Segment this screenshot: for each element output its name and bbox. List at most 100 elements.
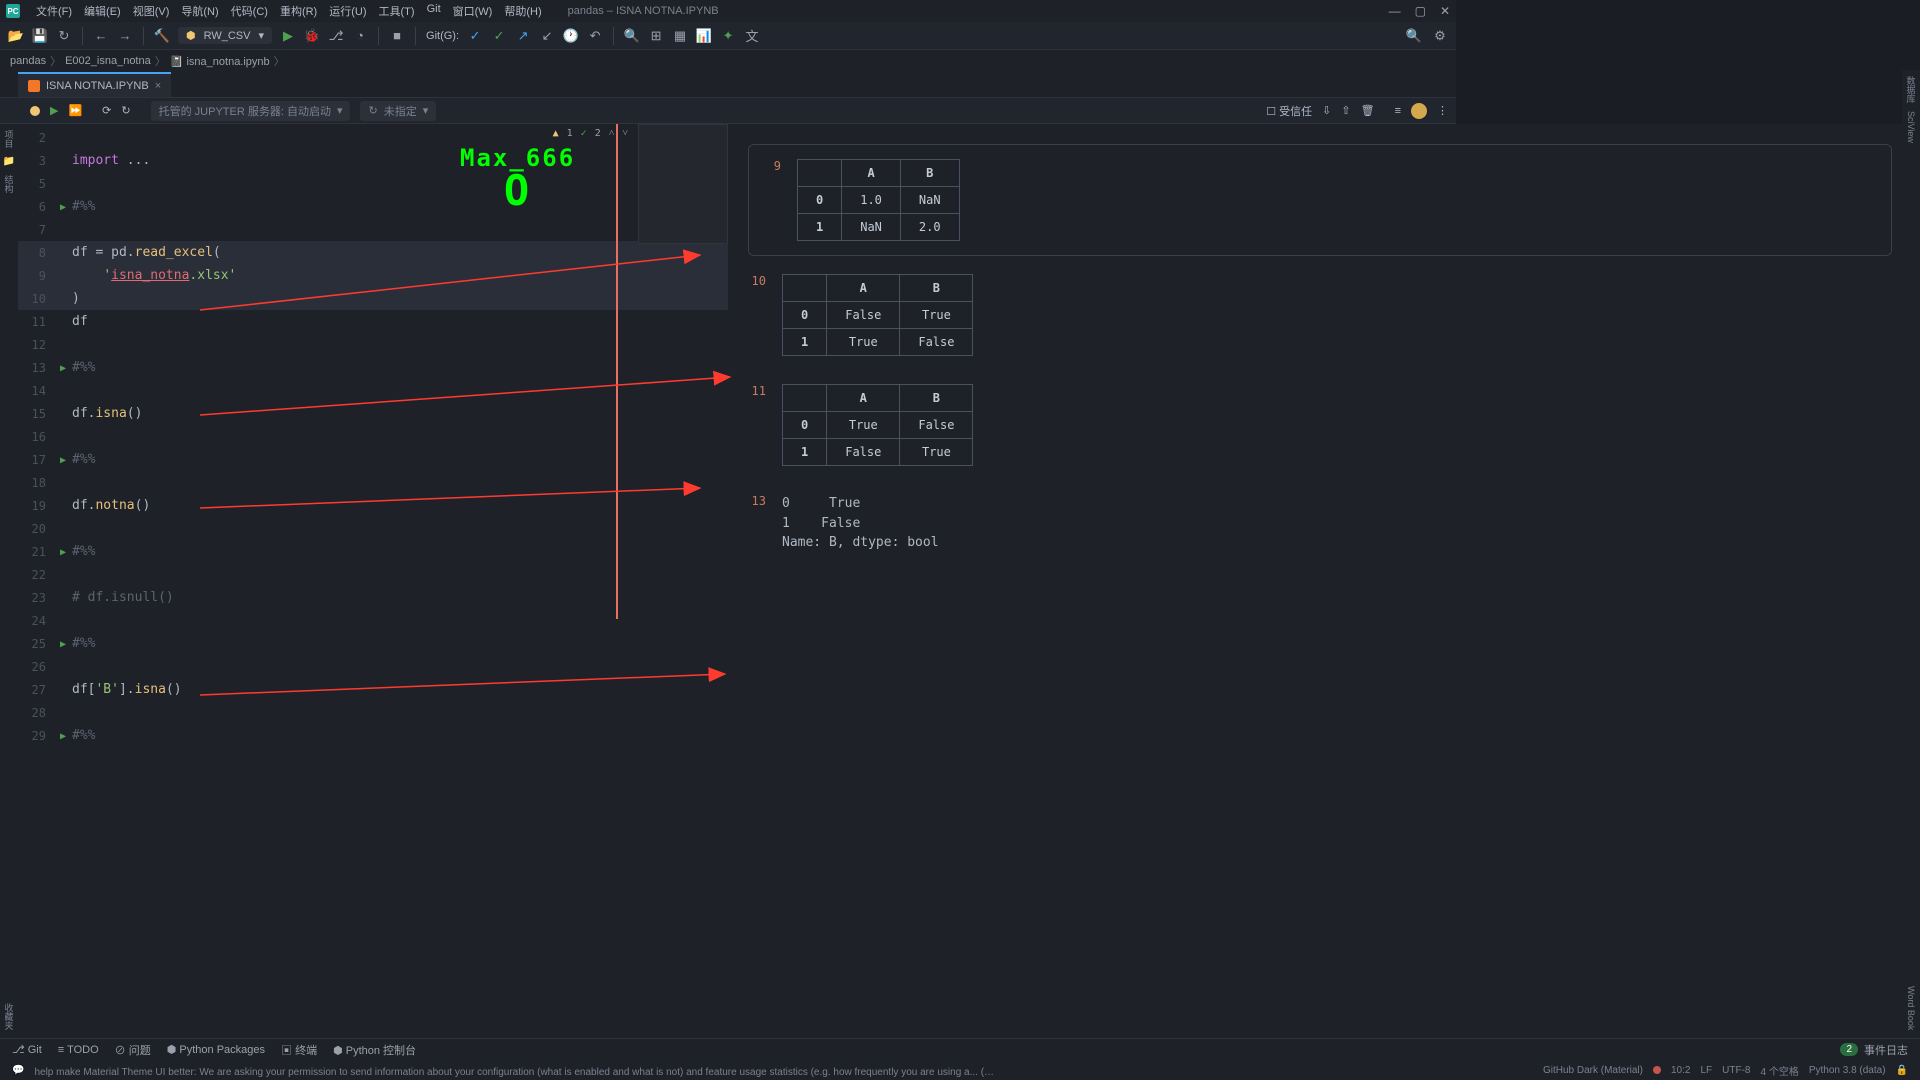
stop-icon[interactable]: ■ [389,28,405,44]
code-editor[interactable]: ▲1 ✓2 ˄ ˅ Max_666 O 2 3 import ... 5 6 ▶… [18,124,728,1038]
right-tool-rail[interactable]: 数据库 SciView Word Book [1902,70,1920,1038]
events-log[interactable]: 事件日志 [1864,1042,1908,1058]
theme-name[interactable]: GitHub Dark (Material) [1543,1065,1643,1076]
code-line[interactable]: 18 [18,471,728,494]
translate-icon[interactable]: 文 [744,28,760,44]
window-controls[interactable]: — ▢ ✕ [1389,4,1450,18]
open-icon[interactable]: 📂 [8,28,24,44]
plugin-icon[interactable]: ✦ [720,28,736,44]
code-line[interactable]: 16 [18,425,728,448]
code-line[interactable]: 24 [18,609,728,632]
favorites-tool[interactable]: 收藏夹 [3,1003,16,1030]
back-icon[interactable]: ← [93,28,109,44]
restart-icon[interactable]: ↻ [121,104,130,117]
code-line[interactable]: 5 [18,172,728,195]
search-icon[interactable]: 🔍 [624,28,640,44]
menu-item[interactable]: 帮助(H) [500,1,545,21]
interrupt-icon[interactable]: ⟳ [102,104,111,117]
line-separator[interactable]: LF [1700,1065,1712,1076]
tab-close-icon[interactable]: × [155,80,161,92]
run-config-dropdown[interactable]: ⬢ RW_CSV ▾ [178,27,272,44]
menu-item[interactable]: 编辑(E) [80,1,125,21]
jupyter-server-dropdown[interactable]: 托管的 JUPYTER 服务器: 自动启动 ▾ [151,101,351,121]
code-line[interactable]: 8 df = pd.read_excel( [18,241,728,264]
menu-item[interactable]: 工具(T) [375,1,419,21]
chevron-up-icon[interactable]: ˄ [609,128,615,139]
structure-tool[interactable]: 结构 [3,175,16,193]
breadcrumb-item[interactable]: pandas [10,55,46,67]
code-line[interactable]: 10 ) [18,287,728,310]
git-update-icon[interactable]: ✓ [467,28,483,44]
git-history-icon[interactable]: ↙ [539,28,555,44]
code-line[interactable]: 13 ▶ #%% [18,356,728,379]
folder-icon[interactable]: 📁 [3,156,15,167]
structure-icon[interactable]: ⊞ [648,28,664,44]
notification-icon[interactable]: 💬 [12,1065,24,1076]
code-line[interactable]: 15 df.isna() [18,402,728,425]
hammer-icon[interactable]: 🔨 [154,28,170,44]
run-gutter-icon[interactable]: ▶ [60,639,66,650]
database-tool[interactable]: 数据库 [1905,76,1918,103]
wordbook-tool[interactable]: Word Book [1906,986,1916,1030]
forward-icon[interactable]: → [117,28,133,44]
trust-checkbox[interactable]: ☐ 受信任 [1266,103,1312,119]
code-line[interactable]: 14 [18,379,728,402]
avatar-icon[interactable] [1411,103,1427,119]
menu-item[interactable]: 窗口(W) [449,1,497,21]
code-line[interactable]: 28 [18,701,728,724]
git-commit-icon[interactable]: ✓ [491,28,507,44]
rollback-icon[interactable]: ↶ [587,28,603,44]
code-line[interactable]: 22 [18,563,728,586]
minimap[interactable] [638,124,728,244]
menu-item[interactable]: 代码(C) [227,1,272,21]
run-cell-icon[interactable]: ▶ [50,104,58,117]
save-icon[interactable]: 💾 [32,28,48,44]
code-line[interactable]: 25 ▶ #%% [18,632,728,655]
code-line[interactable]: 11 df [18,310,728,333]
code-line[interactable]: 9 'isna_notna.xlsx' [18,264,728,287]
code-line[interactable]: 27 df['B'].isna() [18,678,728,701]
menu-item[interactable]: 视图(V) [129,1,174,21]
run-gutter-icon[interactable]: ▶ [60,202,66,213]
maximize-icon[interactable]: ▢ [1415,4,1426,18]
database-icon[interactable]: ▦ [672,28,688,44]
debug-icon[interactable]: 🐞 [304,28,320,44]
sciview-tool[interactable]: SciView [1906,111,1916,143]
git-push-icon[interactable]: ↗ [515,28,531,44]
upload-icon[interactable]: ⇧ [1341,104,1350,117]
breadcrumb-item[interactable]: 📓 isna_notna.ipynb [170,55,270,68]
packages-tool[interactable]: ⬢ Python Packages [167,1043,265,1056]
sciview-icon[interactable]: 📊 [696,28,712,44]
close-icon[interactable]: ✕ [1440,4,1450,18]
indent[interactable]: 4 个空格 [1760,1063,1798,1078]
code-line[interactable]: 19 df.notna() [18,494,728,517]
download-icon[interactable]: ⇩ [1322,104,1331,117]
menu-item[interactable]: Git [423,1,445,21]
run-all-icon[interactable]: ⏩ [68,104,82,117]
code-line[interactable]: 17 ▶ #%% [18,448,728,471]
menu-item[interactable]: 运行(U) [325,1,370,21]
code-line[interactable]: 21 ▶ #%% [18,540,728,563]
code-line[interactable]: 12 [18,333,728,356]
settings-icon[interactable]: ⚙ [1432,28,1448,44]
terminal-tool[interactable]: ▣ 终端 [281,1042,317,1058]
profile-icon[interactable]: ◔ [352,28,368,44]
main-menu[interactable]: 文件(F)编辑(E)视图(V)导航(N)代码(C)重构(R)运行(U)工具(T)… [32,1,546,21]
kernel-dropdown[interactable]: ↻ 未指定 ▾ [360,101,436,121]
menu-item[interactable]: 文件(F) [32,1,76,21]
refresh-icon[interactable]: ↻ [56,28,72,44]
find-icon[interactable]: 🔍 [1406,28,1422,44]
menu-item[interactable]: 导航(N) [177,1,222,21]
git-tool[interactable]: ⎇ Git [12,1043,42,1056]
history-icon[interactable]: 🕐 [563,28,579,44]
code-line[interactable]: 3 import ... [18,149,728,172]
run-gutter-icon[interactable]: ▶ [60,363,66,374]
code-line[interactable]: 20 [18,517,728,540]
coverage-icon[interactable]: ⎇ [328,28,344,44]
chevron-down-icon[interactable]: ˅ [622,128,628,139]
problems-tool[interactable]: ⊘ 问题 [115,1042,151,1058]
code-line[interactable]: 7 [18,218,728,241]
console-tool[interactable]: ⬢ Python 控制台 [333,1042,416,1058]
code-line[interactable]: 26 [18,655,728,678]
code-line[interactable]: 23 # df.isnull() [18,586,728,609]
